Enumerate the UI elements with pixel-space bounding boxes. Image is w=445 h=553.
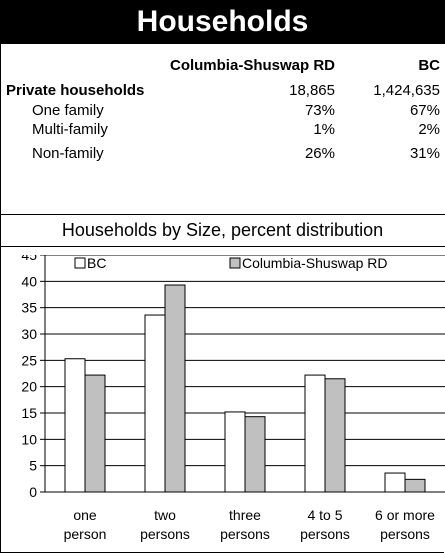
- y-tick-label: 15: [21, 405, 37, 421]
- x-tick-label: 6 or more: [375, 507, 435, 523]
- x-tick-label: persons: [140, 526, 190, 542]
- y-tick-label: 25: [21, 352, 37, 368]
- legend: BC Columbia-Shuswap RD: [75, 255, 388, 271]
- col-header-region: Columbia-Shuswap RD: [130, 57, 335, 74]
- row-label-one-family: One family: [32, 102, 104, 119]
- bar-bc-1: [145, 315, 165, 492]
- bar-region-2: [245, 417, 265, 492]
- page-title: Households: [0, 0, 445, 44]
- legend-swatch: [75, 258, 85, 268]
- legend-label: Columbia-Shuswap RD: [242, 255, 388, 271]
- cell-non-family-region: 26%: [230, 145, 335, 162]
- cell-multi-family-bc: 2%: [340, 121, 440, 138]
- y-tick-label: 40: [21, 273, 37, 289]
- col-header-bc: BC: [340, 57, 440, 74]
- divider-top: [0, 214, 445, 215]
- y-tick-label: 35: [21, 300, 37, 316]
- x-tick-label: two: [154, 507, 176, 523]
- cell-one-family-bc: 67%: [340, 102, 440, 119]
- row-label-multi-family: Multi-family: [32, 121, 108, 138]
- row-label-private-households: Private households: [6, 82, 144, 99]
- x-tick-label: three: [229, 507, 261, 523]
- bar-region-0: [85, 375, 105, 492]
- y-tick-label: 10: [21, 431, 37, 447]
- bars: [65, 285, 425, 492]
- x-tick-label: persons: [300, 526, 350, 542]
- bar-bc-3: [305, 375, 325, 492]
- bar-chart: 0 5 10 15 20 25 30 35 40 45 one person two persons thr…: [0, 255, 445, 551]
- x-tick-label: one: [73, 507, 97, 523]
- cell-multi-family-region: 1%: [230, 121, 335, 138]
- bar-bc-4: [385, 473, 405, 492]
- bar-region-4: [405, 479, 425, 492]
- legend-swatch: [230, 258, 240, 268]
- bar-bc-0: [65, 359, 85, 492]
- y-tick-label: 0: [29, 484, 37, 500]
- cell-one-family-region: 73%: [230, 102, 335, 119]
- row-label-non-family: Non-family: [32, 145, 104, 162]
- bar-region-1: [165, 285, 185, 492]
- y-tick-label: 45: [21, 255, 37, 263]
- x-tick-label: 4 to 5: [307, 507, 342, 523]
- cell-private-households-region: 18,865: [230, 82, 335, 99]
- y-tick-label: 20: [21, 379, 37, 395]
- legend-label: BC: [87, 255, 106, 271]
- divider-bottom: [0, 246, 445, 247]
- x-tick-label: persons: [220, 526, 270, 542]
- bar-bc-2: [225, 412, 245, 492]
- y-tick-label: 30: [21, 326, 37, 342]
- chart-title: Households by Size, percent distribution: [0, 220, 445, 241]
- y-tick-label: 5: [29, 458, 37, 474]
- cell-non-family-bc: 31%: [340, 145, 440, 162]
- cell-private-households-bc: 1,424,635: [340, 82, 440, 99]
- x-tick-label: person: [64, 526, 107, 542]
- x-tick-label: persons: [380, 526, 430, 542]
- bar-region-3: [325, 379, 345, 492]
